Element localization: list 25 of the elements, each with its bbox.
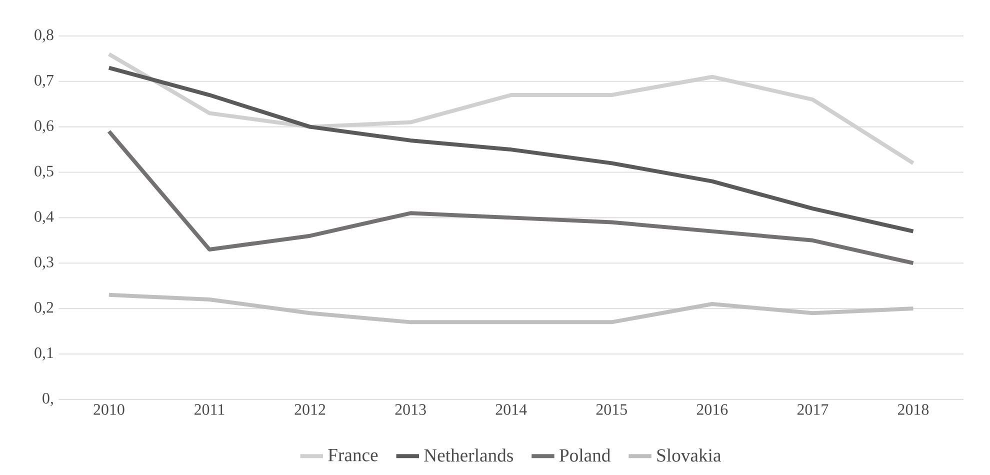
y-tick-label: 0,2 (34, 302, 54, 316)
y-tick-label: 0,7 (34, 74, 54, 88)
x-tick-label: 2012 (294, 404, 326, 415)
y-tick-label: 0,3 (34, 256, 54, 270)
y-tick-label: 0,8 (34, 29, 54, 42)
x-tick-label: 2011 (194, 404, 224, 415)
x-tick-label: 2015 (596, 404, 627, 415)
x-tick-label: 2017 (797, 404, 828, 415)
x-tick-label: 2018 (898, 404, 929, 415)
legend-label: Slovakia (657, 448, 721, 462)
x-tick-label: 2010 (94, 404, 124, 415)
x-tick-label: 2013 (395, 404, 426, 415)
line-series (106, 129, 916, 266)
line-series (106, 66, 916, 234)
line-series (106, 52, 916, 166)
y-tick-label: 0,1 (34, 347, 54, 360)
legend-label: France (328, 448, 378, 462)
legend-label: Netherlands (424, 448, 513, 462)
y-tick-label: 0,5 (34, 166, 54, 179)
x-tick-label: 2014 (496, 404, 527, 415)
y-tick-label: 0,6 (34, 120, 54, 134)
y-tick-label: 0,4 (34, 211, 54, 224)
y-tick-label: 0, (42, 392, 53, 406)
x-tick-label: 2016 (696, 404, 728, 415)
legend-label: Poland (560, 448, 611, 462)
